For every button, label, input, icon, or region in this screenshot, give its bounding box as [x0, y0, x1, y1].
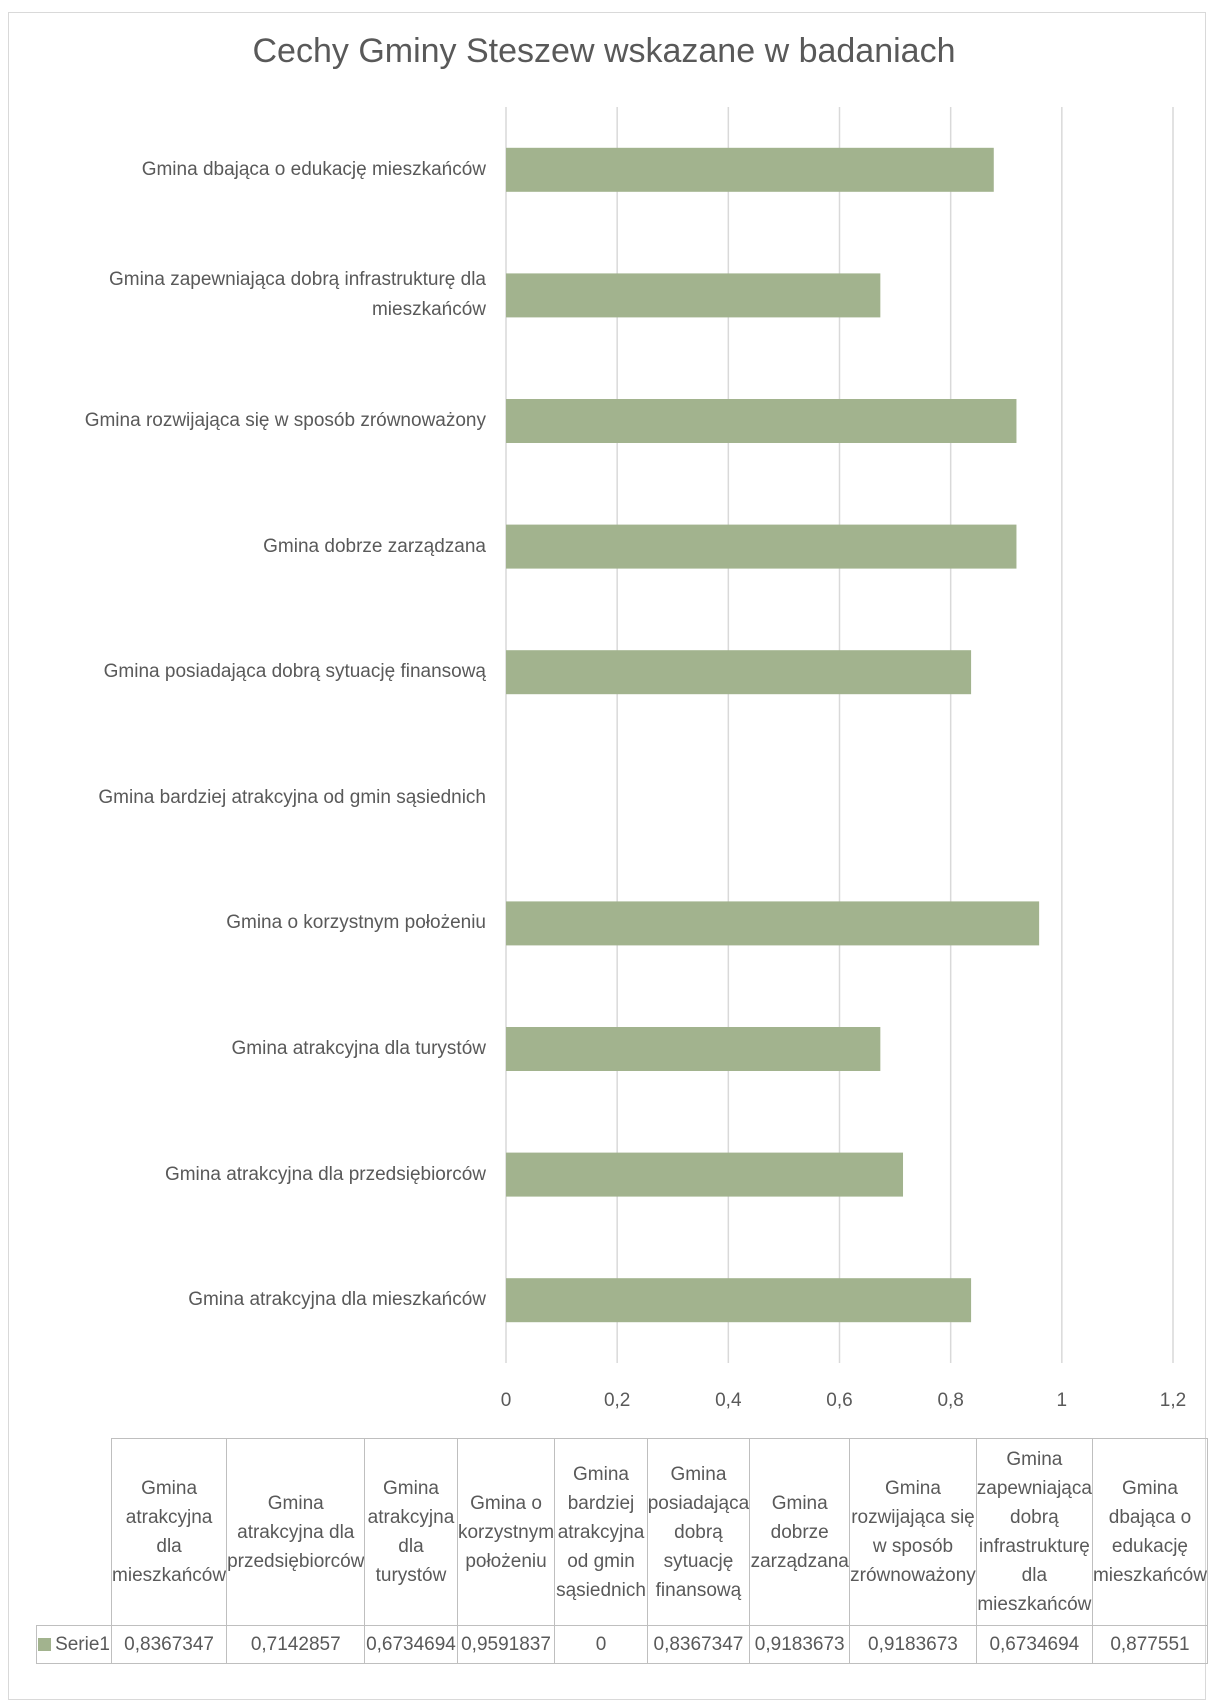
data-table-header-cell: Gmina posiadająca dobrą sytuację finanso… [646, 1438, 751, 1626]
category-label: Gmina rozwijająca się w sposób zrównoważ… [84, 410, 486, 431]
category-label: Gmina bardziej atrakcyjna od gmin sąsied… [98, 786, 486, 808]
x-tick-label: 0,6 [826, 1390, 853, 1411]
data-table-value-cell: 0 [554, 1625, 648, 1664]
category-label: Gmina dbająca o edukację mieszkańców [141, 158, 486, 180]
data-table-header-cell: Gmina atrakcyjna dla przedsiębiorców [226, 1438, 366, 1626]
category-label: Gmina o korzystnym położeniu [226, 912, 486, 934]
x-tick-label: 1,2 [1159, 1390, 1187, 1411]
series-name: Serie1 [55, 1634, 110, 1655]
legend-key [38, 1638, 52, 1651]
data-table-header-cell: Gmina bardziej atrakcyjna od gmin sąsied… [554, 1438, 648, 1626]
data-table-value-cell: 0,9591837 [456, 1625, 556, 1664]
data-table-value-cell: 0,877551 [1091, 1625, 1208, 1664]
bar-3 [506, 901, 1040, 946]
bar-6 [506, 524, 1017, 569]
bar-0 [506, 1278, 972, 1323]
data-table-header-cell: Gmina dobrze zarządzana [749, 1438, 851, 1626]
x-tick-label: 0,2 [603, 1390, 631, 1411]
data-table: Gmina atrakcyjna dla mieszkańców Gmina at… [35, 1438, 1208, 1664]
category-label: Gmina atrakcyjna dla mieszkańców [188, 1289, 486, 1311]
x-tick-label: 0,8 [937, 1390, 964, 1411]
chart-title: Cechy Gminy Steszew wskazane w badaniach [252, 32, 956, 70]
data-table-header-cell: Gmina o korzystnym położeniu [456, 1438, 556, 1626]
bar-9 [506, 147, 994, 192]
data-table-value-cell: 0,9183673 [749, 1625, 851, 1664]
bar-5 [506, 650, 972, 695]
category-label: Gmina posiadająca dobrą sytuację finanso… [103, 661, 486, 683]
bar-1 [506, 1152, 904, 1197]
data-table-value-cell: 0,8367347 [111, 1625, 228, 1664]
category-label: Gmina atrakcyjna dla turystów [231, 1038, 487, 1059]
legend-cell: Serie1 [35, 1625, 113, 1664]
data-table-header-cell: Gmina atrakcyjna dla turystów [364, 1438, 458, 1626]
data-table-value-cell: 0,8367347 [646, 1625, 751, 1664]
data-table-header-cell: Gmina zapewniająca dobrą infrastrukturę … [975, 1438, 1093, 1626]
data-table-header-row: Gmina atrakcyjna dla mieszkańców Gmina at… [36, 1438, 1208, 1626]
category-label: Gmina dobrze zarządzana [263, 535, 486, 557]
data-table-value-cell: 0,6734694 [364, 1625, 458, 1664]
data-table-header-cell: Gmina atrakcyjna dla mieszkańców [111, 1438, 228, 1626]
bar-2 [506, 1027, 881, 1071]
x-tick-label: 1 [1056, 1390, 1068, 1411]
x-tick-label: 0,4 [715, 1390, 742, 1411]
data-table-value-cell: 0,9183673 [849, 1625, 977, 1664]
data-table-header-cell: Gmina dbająca o edukację mieszkańców [1091, 1438, 1208, 1626]
bar-8 [506, 273, 881, 318]
data-table-value-cell: 0,6734694 [975, 1625, 1093, 1664]
category-label: Gmina atrakcyjna dla przedsiębiorców [164, 1163, 486, 1185]
data-table-header-cell: Gmina rozwijająca się w sposób zrównoważ… [849, 1438, 977, 1626]
data-table-values-row: Serie1 0,8367347 0,7142857 0,6734694 0,95918… [35, 1625, 1208, 1664]
category-label: Gmina zapewniająca dobrą infrastrukturę … [108, 269, 486, 321]
data-table-value-cell: 0,7142857 [226, 1625, 366, 1664]
bar-7 [506, 399, 1017, 443]
x-tick-label: 0 [500, 1390, 512, 1411]
data-table-corner [36, 1438, 113, 1626]
